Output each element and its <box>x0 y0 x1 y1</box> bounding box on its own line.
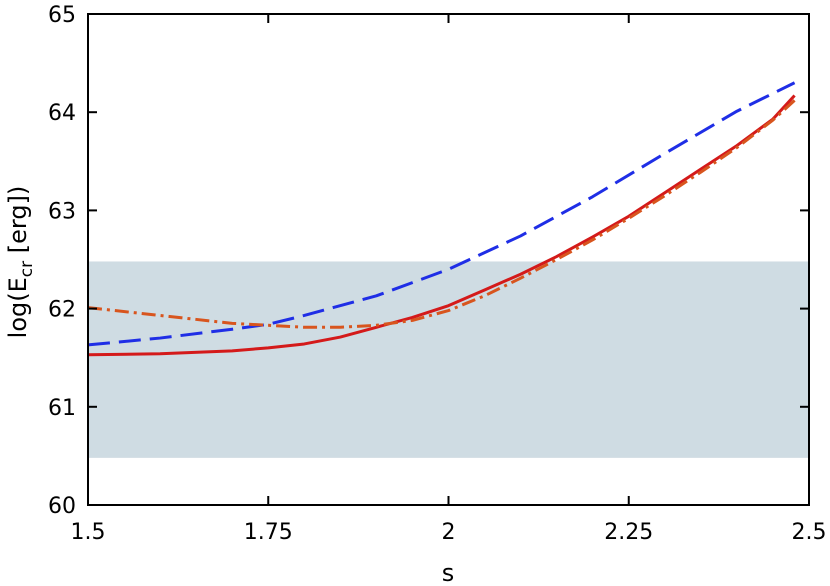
series-line-dashed <box>87 81 796 347</box>
y-axis-title-subscript: cr <box>17 261 37 277</box>
series-line-solid <box>87 94 796 357</box>
y-tick-label: 60 <box>48 494 76 519</box>
y-tick-label: 61 <box>48 396 76 421</box>
y-axis-title-main: log(E <box>4 277 32 338</box>
y-tick-label: 62 <box>48 298 76 323</box>
x-axis-title: s <box>442 559 455 586</box>
y-tick-label: 63 <box>48 199 76 224</box>
y-tick-label: 64 <box>48 101 76 126</box>
labels-layer: 1.5 1.75 2 2.25 2.5 60 61 62 63 64 65 <box>48 3 827 545</box>
axes-layer <box>87 13 810 506</box>
band-layer <box>88 261 809 458</box>
y-axis-title: log(Ecr [erg]) <box>4 186 37 339</box>
x-tick-label: 2.5 <box>792 520 827 545</box>
y-axis-title-tail: [erg]) <box>4 186 32 261</box>
shaded-band <box>88 261 809 458</box>
y-tick-label: 65 <box>48 3 76 28</box>
x-tick-label: 2 <box>442 520 456 545</box>
series-layer <box>87 81 796 357</box>
series-line-dash-dot <box>87 99 796 329</box>
x-tick-label: 2.25 <box>604 520 653 545</box>
x-tick-label: 1.5 <box>71 520 106 545</box>
x-tick-label: 1.75 <box>244 520 293 545</box>
